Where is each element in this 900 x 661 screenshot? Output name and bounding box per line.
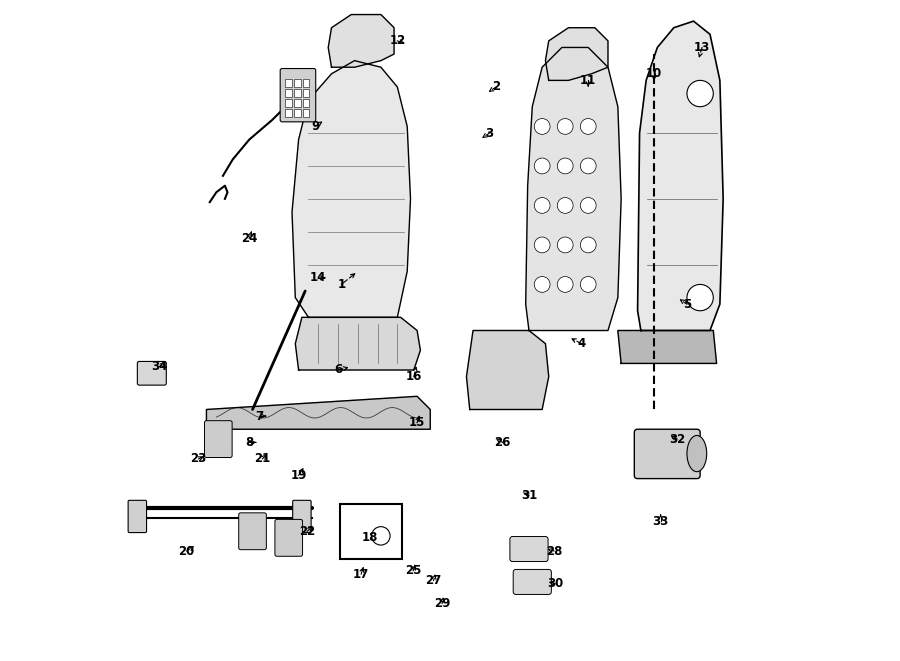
Bar [302, 79, 309, 87]
Text: 6: 6 [334, 364, 342, 377]
Text: 7: 7 [255, 410, 263, 422]
Polygon shape [466, 330, 549, 409]
Circle shape [557, 118, 573, 134]
Polygon shape [328, 15, 394, 67]
Text: 19: 19 [291, 469, 307, 482]
Text: 8: 8 [245, 436, 254, 449]
Circle shape [535, 158, 550, 174]
Text: 12: 12 [389, 34, 406, 48]
FancyBboxPatch shape [138, 362, 166, 385]
Polygon shape [637, 21, 724, 330]
Circle shape [535, 198, 550, 214]
Circle shape [557, 198, 573, 214]
Text: 32: 32 [669, 432, 685, 446]
Bar [294, 79, 301, 87]
Text: 16: 16 [406, 370, 422, 383]
Text: 22: 22 [299, 525, 315, 538]
Circle shape [535, 118, 550, 134]
Text: 17: 17 [353, 568, 369, 580]
Text: 1: 1 [338, 278, 346, 291]
Text: 27: 27 [426, 574, 442, 587]
Text: 33: 33 [652, 515, 669, 528]
Circle shape [580, 276, 596, 292]
Text: 14: 14 [310, 272, 327, 284]
Text: 3: 3 [485, 126, 493, 139]
Bar [285, 79, 292, 87]
Bar [294, 98, 301, 106]
Circle shape [557, 237, 573, 253]
Bar [302, 108, 309, 116]
Circle shape [557, 158, 573, 174]
Text: 18: 18 [362, 531, 378, 545]
FancyBboxPatch shape [280, 69, 316, 122]
Text: 13: 13 [694, 41, 710, 54]
Text: 4: 4 [578, 337, 586, 350]
Bar [294, 108, 301, 116]
Text: 20: 20 [178, 545, 194, 557]
Ellipse shape [687, 436, 707, 472]
Circle shape [535, 237, 550, 253]
Circle shape [535, 276, 550, 292]
Text: 21: 21 [255, 452, 271, 465]
Circle shape [580, 118, 596, 134]
Text: 30: 30 [547, 578, 563, 590]
Circle shape [580, 198, 596, 214]
Bar [302, 89, 309, 97]
Text: 29: 29 [434, 597, 450, 610]
FancyBboxPatch shape [513, 569, 552, 594]
Polygon shape [206, 397, 430, 429]
Circle shape [580, 237, 596, 253]
FancyBboxPatch shape [292, 500, 311, 533]
Text: 26: 26 [494, 436, 511, 449]
FancyBboxPatch shape [274, 520, 302, 557]
Text: 15: 15 [409, 416, 426, 429]
Text: 5: 5 [683, 297, 691, 311]
Polygon shape [617, 330, 716, 364]
Text: 34: 34 [151, 360, 167, 373]
Text: 11: 11 [580, 74, 597, 87]
FancyBboxPatch shape [128, 500, 147, 533]
Text: 23: 23 [191, 452, 207, 465]
Bar [285, 89, 292, 97]
Text: 31: 31 [521, 488, 537, 502]
Text: 25: 25 [405, 564, 421, 577]
Polygon shape [292, 61, 410, 317]
Circle shape [580, 158, 596, 174]
Polygon shape [526, 48, 621, 330]
Text: 10: 10 [646, 67, 662, 80]
FancyBboxPatch shape [340, 504, 402, 559]
Text: 2: 2 [492, 81, 500, 93]
Polygon shape [295, 317, 420, 370]
Bar [285, 108, 292, 116]
FancyBboxPatch shape [634, 429, 700, 479]
Circle shape [557, 276, 573, 292]
Circle shape [687, 284, 714, 311]
Polygon shape [545, 28, 608, 81]
Bar [285, 98, 292, 106]
Circle shape [687, 81, 714, 106]
Bar [302, 98, 309, 106]
Text: 9: 9 [310, 120, 320, 133]
FancyBboxPatch shape [238, 513, 266, 550]
Bar [294, 89, 301, 97]
FancyBboxPatch shape [204, 420, 232, 457]
Text: 24: 24 [241, 232, 257, 245]
Text: 28: 28 [545, 545, 562, 557]
FancyBboxPatch shape [510, 537, 548, 562]
Circle shape [372, 527, 390, 545]
